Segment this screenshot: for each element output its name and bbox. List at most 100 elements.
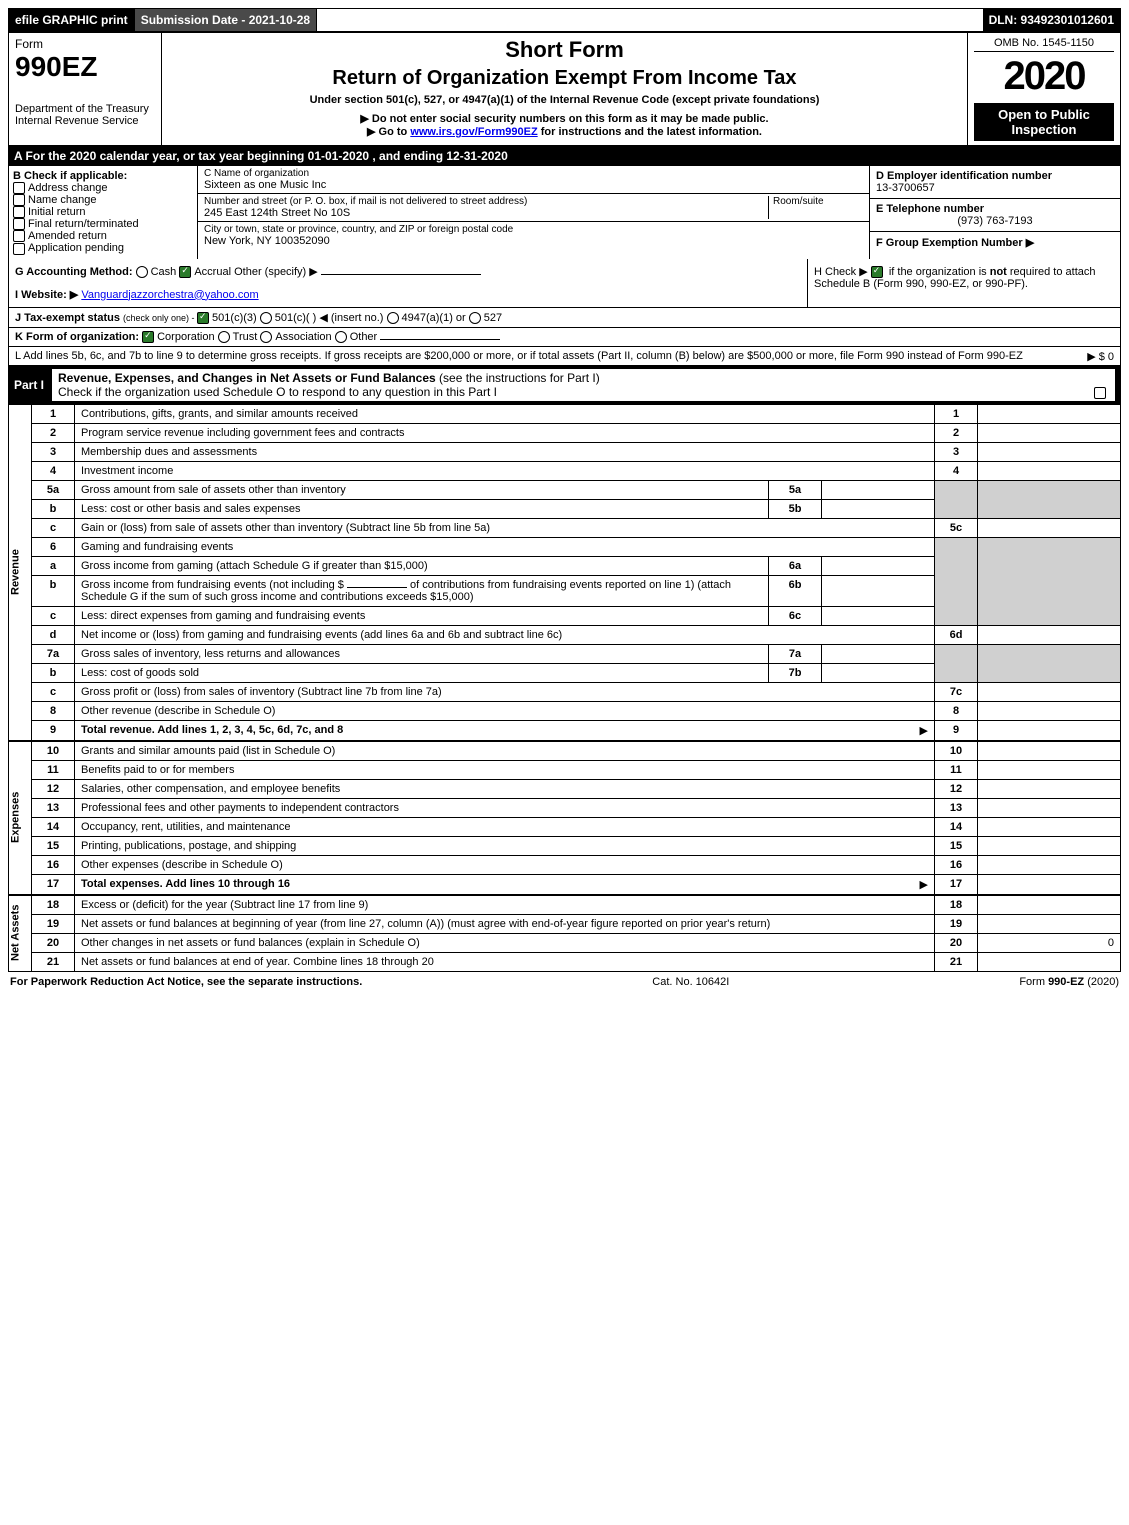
form-label: Form — [15, 37, 155, 51]
page-footer: For Paperwork Reduction Act Notice, see … — [8, 972, 1121, 992]
ein-row: D Employer identification number 13-3700… — [870, 166, 1120, 199]
spacer — [317, 9, 982, 31]
line-6b: Gross income from fundraising events (no… — [75, 575, 769, 606]
line-19-val — [978, 914, 1121, 933]
section-def: D Employer identification number 13-3700… — [869, 166, 1120, 259]
radio-4947[interactable] — [387, 312, 399, 324]
line-11-val — [978, 760, 1121, 779]
radio-501c[interactable] — [260, 312, 272, 324]
goto-line: ▶ Go to www.irs.gov/Form990EZ for instru… — [168, 125, 961, 138]
line-7a: Gross sales of inventory, less returns a… — [75, 644, 769, 663]
street-row: Number and street (or P. O. box, if mail… — [198, 194, 869, 222]
checkbox-schedule-o[interactable] — [1094, 387, 1106, 399]
under-section: Under section 501(c), 527, or 4947(a)(1)… — [168, 94, 961, 106]
line-7b: Less: cost of goods sold — [75, 663, 769, 682]
line-14: Occupancy, rent, utilities, and maintena… — [75, 817, 935, 836]
goto-suffix: for instructions and the latest informat… — [538, 126, 762, 138]
other-org-line[interactable] — [380, 339, 500, 340]
line-5a: Gross amount from sale of assets other t… — [75, 480, 769, 499]
line-6d: Net income or (loss) from gaming and fun… — [75, 625, 935, 644]
other-specify-line[interactable] — [321, 274, 481, 275]
line-6: Gaming and fundraising events — [75, 537, 935, 556]
line-2-val — [978, 423, 1121, 442]
section-b-label: B Check if applicable: — [13, 170, 193, 182]
tax-year: 2020 — [974, 54, 1114, 99]
street-label: Number and street (or P. O. box, if mail… — [204, 196, 768, 207]
line-6a: Gross income from gaming (attach Schedul… — [75, 556, 769, 575]
checkbox-pending[interactable]: Application pending — [13, 242, 193, 254]
street-value: 245 East 124th Street No 10S — [204, 207, 768, 219]
ein-label: D Employer identification number — [876, 170, 1114, 182]
g-label: G Accounting Method: — [15, 266, 133, 278]
line-16-val — [978, 855, 1121, 874]
section-j: J Tax-exempt status (check only one) - 5… — [8, 308, 1121, 328]
section-gh: G Accounting Method: Cash Accrual Other … — [8, 259, 1121, 308]
line-11: Benefits paid to or for members — [75, 760, 935, 779]
line-13: Professional fees and other payments to … — [75, 798, 935, 817]
line-16: Other expenses (describe in Schedule O) — [75, 855, 935, 874]
checkbox-final[interactable]: Final return/terminated — [13, 218, 193, 230]
form-header: Form 990EZ Department of the Treasury In… — [8, 32, 1121, 146]
line-6c-val — [822, 606, 935, 625]
radio-trust[interactable] — [218, 331, 230, 343]
line-21: Net assets or fund balances at end of ye… — [75, 952, 935, 971]
line-19: Net assets or fund balances at beginning… — [75, 914, 935, 933]
website-link[interactable]: Vanguardjazzorchestra@yahoo.com — [81, 289, 258, 301]
group-exempt-label: F Group Exemption Number ▶ — [876, 237, 1034, 249]
line-5a-val — [822, 480, 935, 499]
room-label: Room/suite — [773, 196, 863, 207]
line-7c-val — [978, 682, 1121, 701]
line-8-val — [978, 701, 1121, 720]
org-name-row: C Name of organization Sixteen as one Mu… — [198, 166, 869, 194]
radio-cash[interactable] — [136, 266, 148, 278]
line-17-val — [978, 874, 1121, 894]
section-g: G Accounting Method: Cash Accrual Other … — [9, 259, 807, 307]
checkbox-corp[interactable] — [142, 331, 154, 343]
checkbox-amended[interactable]: Amended return — [13, 230, 193, 242]
line-9: Total revenue. Add lines 1, 2, 3, 4, 5c,… — [75, 720, 935, 740]
city-row: City or town, state or province, country… — [198, 222, 869, 249]
checkbox-h[interactable] — [871, 266, 883, 278]
return-title: Return of Organization Exempt From Incom… — [168, 67, 961, 90]
efile-label[interactable]: efile GRAPHIC print — [9, 9, 135, 31]
line-3-val — [978, 442, 1121, 461]
checkbox-name[interactable]: Name change — [13, 194, 193, 206]
checkbox-initial[interactable]: Initial return — [13, 206, 193, 218]
line-6b-val — [822, 575, 935, 606]
line-4: Investment income — [75, 461, 935, 480]
title-cell: Short Form Return of Organization Exempt… — [162, 33, 968, 146]
top-bar: efile GRAPHIC print Submission Date - 20… — [8, 8, 1121, 32]
line-18-val — [978, 895, 1121, 914]
line-5c: Gain or (loss) from sale of assets other… — [75, 518, 935, 537]
phone-value: (973) 763-7193 — [876, 215, 1114, 227]
part1-label: Part I — [14, 378, 52, 392]
line-2: Program service revenue including govern… — [75, 423, 935, 442]
city-value: New York, NY 100352090 — [204, 235, 863, 247]
line-8: Other revenue (describe in Schedule O) — [75, 701, 935, 720]
group-exempt-row: F Group Exemption Number ▶ — [870, 232, 1120, 253]
line-6b-blank[interactable] — [347, 587, 407, 588]
line-7c: Gross profit or (loss) from sales of inv… — [75, 682, 935, 701]
year-cell: OMB No. 1545-1150 2020 Open to Public In… — [968, 33, 1121, 146]
city-label: City or town, state or province, country… — [204, 224, 863, 235]
radio-other-org[interactable] — [335, 331, 347, 343]
radio-527[interactable] — [469, 312, 481, 324]
section-b: B Check if applicable: Address change Na… — [9, 166, 198, 259]
checkbox-address[interactable]: Address change — [13, 182, 193, 194]
checkbox-501c3[interactable] — [197, 312, 209, 324]
line-15-val — [978, 836, 1121, 855]
line-12-val — [978, 779, 1121, 798]
form-number: 990EZ — [15, 51, 155, 83]
omb-number: OMB No. 1545-1150 — [974, 37, 1114, 52]
i-label: I Website: ▶ — [15, 289, 78, 301]
irs-label: Internal Revenue Service — [15, 115, 155, 127]
goto-link[interactable]: www.irs.gov/Form990EZ — [410, 126, 537, 138]
radio-accrual[interactable] — [179, 266, 191, 278]
period-bar: A For the 2020 calendar year, or tax yea… — [8, 146, 1121, 166]
radio-assoc[interactable] — [260, 331, 272, 343]
line-7b-val — [822, 663, 935, 682]
section-l: L Add lines 5b, 6c, and 7b to line 9 to … — [8, 347, 1121, 366]
netassets-table: Net Assets 18Excess or (deficit) for the… — [8, 895, 1121, 972]
inspection-badge: Open to Public Inspection — [974, 103, 1114, 141]
line-10: Grants and similar amounts paid (list in… — [75, 741, 935, 760]
